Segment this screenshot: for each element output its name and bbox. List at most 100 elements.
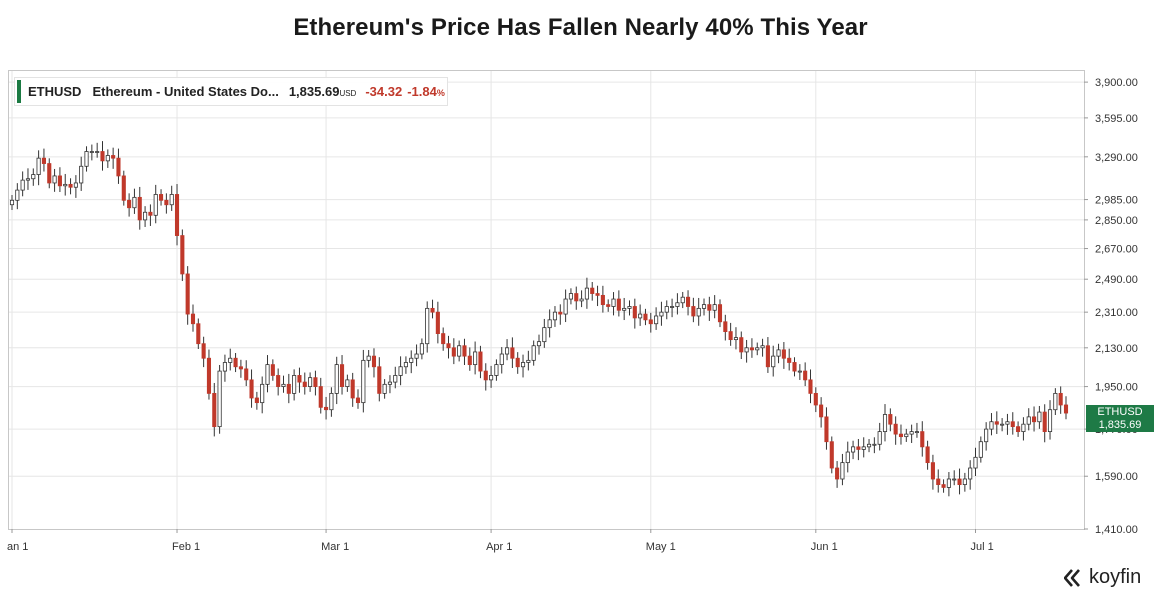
candle [536, 334, 542, 355]
candle [547, 309, 552, 338]
koyfin-logo-icon [1064, 568, 1080, 587]
y-tick-label: 1,410.00 [1095, 524, 1138, 536]
candle [760, 338, 765, 357]
candle-body [238, 366, 243, 370]
candle [904, 428, 909, 442]
badge-value: 1,835.69 [1098, 419, 1142, 431]
candle-body [952, 478, 957, 481]
candle [765, 337, 770, 373]
chart-title: Ethereum's Price Has Fallen Nearly 40% T… [293, 14, 868, 41]
candle [281, 375, 286, 393]
candle [707, 296, 712, 321]
candle-body [893, 423, 898, 435]
candle [425, 301, 430, 353]
candle-body [297, 375, 302, 383]
candle-body [632, 306, 637, 319]
candle-body [473, 351, 478, 366]
candle-body [686, 296, 691, 307]
candle [611, 292, 616, 316]
candle [137, 186, 142, 230]
candle [153, 184, 158, 224]
candle-body [31, 174, 36, 180]
y-axis: 1,410.001,590.001,770.001,950.002,130.00… [1084, 77, 1138, 536]
x-axis: an 1 Feb 1 Mar 1 Apr 1 May 1 Jun 1 Jul 1 [7, 529, 994, 553]
candle-body [334, 364, 339, 394]
candle-body [260, 383, 265, 404]
candle-body [79, 165, 84, 184]
candle [1016, 421, 1021, 437]
candle [1053, 388, 1058, 416]
candle [920, 421, 925, 457]
ticker-legend[interactable]: ETHUSD Ethereum - United States Do... 1,… [14, 77, 448, 106]
candle-body [622, 307, 627, 311]
koyfin-logo: koyfin [1064, 566, 1141, 589]
candle [946, 472, 951, 497]
candle-body [499, 353, 504, 366]
candle-body [398, 366, 403, 376]
candle-body [1000, 423, 1005, 426]
candle [638, 304, 643, 326]
candle-body [728, 331, 733, 341]
candle-body [286, 383, 291, 394]
candle-body [760, 345, 765, 349]
candle [957, 468, 962, 495]
candle [606, 299, 611, 312]
y-tick-label: 3,595.00 [1095, 113, 1138, 125]
candle-body [957, 478, 962, 485]
candle [1058, 386, 1063, 414]
candle-body [1032, 416, 1037, 423]
candle-body [366, 355, 371, 361]
candle [233, 352, 238, 373]
badge-symbol: ETHUSD [1097, 406, 1143, 418]
candle-body [526, 359, 531, 363]
candle-body [914, 431, 919, 434]
candle [451, 338, 456, 365]
candle [249, 369, 254, 408]
y-tick-label: 2,310.00 [1095, 307, 1138, 319]
candle [898, 424, 904, 445]
candle-body [552, 311, 558, 321]
candle [89, 144, 94, 161]
candle-body [888, 414, 893, 425]
candle [302, 372, 307, 395]
candle [377, 357, 382, 402]
candle-body [606, 304, 611, 307]
candle [387, 375, 392, 394]
candle [222, 354, 227, 382]
candle [366, 350, 371, 368]
candle-body [962, 478, 967, 485]
candle [856, 439, 861, 461]
candle [228, 348, 233, 371]
candle-body [611, 298, 616, 307]
candle-body [111, 155, 116, 159]
candle-body [350, 379, 355, 399]
candle [531, 340, 536, 366]
candle [659, 301, 664, 326]
candle [616, 290, 621, 317]
candle-body [68, 183, 73, 188]
candle [675, 293, 680, 315]
candle [515, 352, 520, 374]
candle-body [536, 341, 542, 347]
candle [41, 148, 46, 172]
candle-body [185, 273, 190, 315]
candle-body [324, 406, 329, 411]
ticker-change: -34.32 [365, 84, 403, 99]
candle [1000, 418, 1005, 432]
x-tick-label: Jun 1 [811, 541, 838, 553]
candle-body [292, 375, 297, 394]
candle-body [249, 379, 254, 399]
candle [132, 188, 137, 214]
candle-body [1053, 392, 1058, 411]
ticker-percent: -1.84% [407, 84, 445, 99]
y-tick-label: 2,985.00 [1095, 195, 1138, 207]
candle [872, 437, 877, 454]
candle-body [968, 467, 973, 480]
candle [398, 356, 403, 386]
candle [845, 441, 850, 473]
candle [882, 404, 888, 442]
candle [334, 356, 339, 405]
candle [574, 286, 579, 310]
candle-body [361, 359, 366, 404]
candle [914, 422, 919, 438]
